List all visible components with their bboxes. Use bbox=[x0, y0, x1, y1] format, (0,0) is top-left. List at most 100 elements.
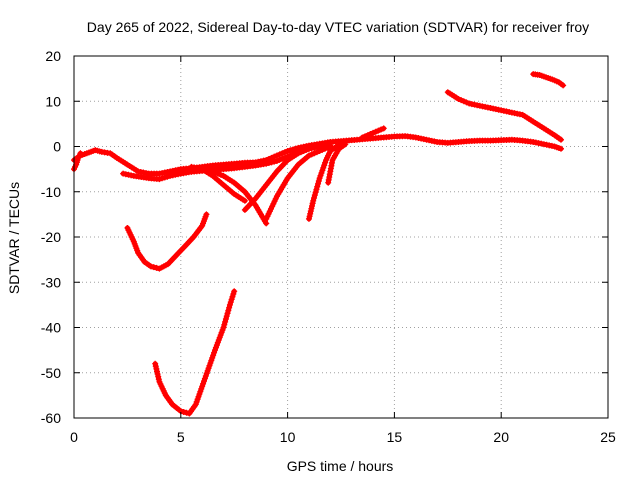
x-tick-label: 15 bbox=[387, 429, 403, 445]
y-tick-label: -20 bbox=[41, 229, 61, 245]
data-point bbox=[558, 145, 565, 152]
data-point bbox=[314, 183, 321, 190]
data-point bbox=[315, 180, 322, 187]
data-point bbox=[203, 211, 210, 218]
data-point bbox=[159, 175, 166, 182]
data-point bbox=[460, 98, 467, 105]
data-point bbox=[316, 148, 323, 155]
data-point bbox=[224, 310, 231, 317]
data-point bbox=[380, 125, 387, 132]
data-point bbox=[463, 99, 470, 106]
data-point bbox=[265, 160, 272, 167]
data-point bbox=[223, 313, 230, 320]
data-point bbox=[342, 141, 349, 148]
series-arc-early bbox=[71, 150, 84, 173]
data-point bbox=[303, 146, 310, 153]
y-tick-labels: -60 -50 -40 -30 -20 -10 0 10 20 bbox=[41, 48, 61, 426]
data-point bbox=[378, 126, 385, 133]
x-tick-labels: 0 5 10 15 20 25 bbox=[70, 429, 616, 445]
data-point bbox=[281, 149, 288, 156]
series-arc-bump-14 bbox=[359, 125, 387, 141]
data-point bbox=[230, 291, 237, 298]
data-point bbox=[229, 293, 236, 300]
data-point bbox=[183, 409, 190, 416]
data-point bbox=[367, 131, 374, 138]
data-point bbox=[263, 160, 270, 167]
data-point bbox=[276, 156, 283, 163]
series-arc-late-2 bbox=[530, 71, 567, 89]
data-point bbox=[308, 151, 315, 158]
series-trace bbox=[445, 89, 564, 143]
series-arc-up-2 bbox=[263, 143, 334, 222]
x-tick-label: 25 bbox=[600, 429, 616, 445]
data-point bbox=[212, 169, 219, 176]
series-arc-up-3 bbox=[305, 142, 347, 222]
y-tick-label: 10 bbox=[45, 93, 61, 109]
chart-title: Day 265 of 2022, Sidereal Day-to-day VTE… bbox=[87, 19, 589, 35]
x-tick-label: 0 bbox=[70, 429, 78, 445]
data-point bbox=[372, 128, 379, 135]
data-point bbox=[279, 150, 286, 157]
y-tick-label: -10 bbox=[41, 184, 61, 200]
series-arc-late-1 bbox=[444, 89, 565, 143]
data-point bbox=[228, 296, 235, 303]
data-point bbox=[313, 186, 320, 193]
x-tick-label: 5 bbox=[177, 429, 185, 445]
data-point bbox=[209, 168, 216, 175]
data-point bbox=[222, 316, 229, 323]
series-arc-up-1 bbox=[241, 142, 334, 213]
data-point bbox=[226, 301, 233, 308]
data-point bbox=[311, 194, 318, 201]
data-point bbox=[220, 324, 227, 331]
data-point bbox=[226, 304, 233, 311]
data-point bbox=[370, 129, 377, 136]
data-point bbox=[180, 408, 187, 415]
data-point bbox=[300, 148, 307, 155]
y-tick-label: -40 bbox=[41, 320, 61, 336]
data-point bbox=[319, 146, 326, 153]
series-arc-down-2 bbox=[199, 166, 270, 227]
data-series-group bbox=[71, 71, 567, 417]
data-point bbox=[225, 307, 232, 314]
y-tick-label: 0 bbox=[53, 139, 61, 155]
data-point bbox=[305, 152, 312, 159]
data-point bbox=[560, 82, 567, 89]
data-point bbox=[321, 145, 328, 152]
data-point bbox=[241, 197, 248, 204]
data-point bbox=[156, 176, 163, 183]
series-arc-up-4 bbox=[325, 141, 349, 186]
data-point bbox=[313, 149, 320, 156]
data-point bbox=[222, 318, 229, 325]
x-tick-label: 10 bbox=[280, 429, 296, 445]
x-tick-label: 20 bbox=[493, 429, 509, 445]
series-arc-u-small bbox=[124, 211, 210, 272]
data-point bbox=[150, 264, 157, 271]
data-point bbox=[217, 171, 224, 178]
data-point bbox=[455, 95, 462, 102]
data-point bbox=[362, 133, 369, 140]
data-point bbox=[359, 134, 366, 141]
data-point bbox=[276, 151, 283, 158]
y-tick-label: -30 bbox=[41, 274, 61, 290]
data-point bbox=[315, 178, 322, 185]
y-tick-label: -60 bbox=[41, 410, 61, 426]
data-point bbox=[375, 127, 382, 134]
data-point bbox=[227, 299, 234, 306]
data-point bbox=[311, 192, 318, 199]
data-point bbox=[284, 148, 291, 155]
x-axis-label: GPS time / hours bbox=[287, 458, 394, 474]
y-axis-label: SDTVAR / TECUs bbox=[6, 182, 22, 294]
data-point bbox=[231, 288, 238, 295]
data-point bbox=[311, 150, 318, 157]
data-point bbox=[273, 152, 280, 159]
data-point bbox=[324, 144, 331, 151]
gridlines bbox=[74, 56, 608, 418]
axis-ticks bbox=[73, 55, 609, 419]
series-arc-u-large bbox=[152, 288, 238, 417]
data-point bbox=[295, 150, 302, 157]
data-point bbox=[312, 189, 319, 196]
data-point bbox=[147, 263, 154, 270]
data-point bbox=[268, 159, 275, 166]
data-point bbox=[287, 147, 294, 154]
